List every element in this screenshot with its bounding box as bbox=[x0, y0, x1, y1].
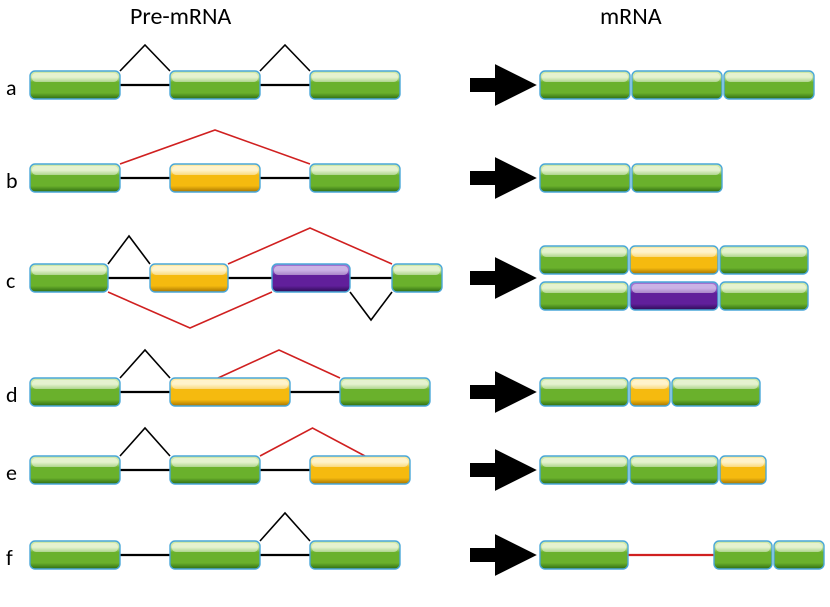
splice-path bbox=[120, 428, 170, 456]
mrna-exon bbox=[540, 541, 628, 569]
pre-exon bbox=[340, 378, 430, 406]
pre-exon bbox=[30, 164, 120, 192]
mrna-exon bbox=[720, 456, 766, 484]
splice-path bbox=[120, 130, 310, 164]
pre-exon bbox=[150, 264, 228, 292]
pre-exon bbox=[30, 378, 120, 406]
mrna-exon bbox=[630, 282, 718, 310]
mrna-product bbox=[540, 164, 722, 192]
row-label: f bbox=[6, 544, 13, 571]
mrna-exon bbox=[720, 282, 808, 310]
splice-path bbox=[350, 292, 392, 320]
row-d: d bbox=[6, 350, 760, 408]
mrna-exon bbox=[540, 164, 630, 192]
pre-exon bbox=[170, 378, 290, 406]
title-mrna: mRNA bbox=[600, 2, 662, 31]
mrna-product bbox=[540, 71, 814, 99]
splice-path bbox=[108, 236, 150, 264]
pre-exon bbox=[310, 541, 400, 569]
splice-path bbox=[218, 350, 340, 378]
title-pre-mrna: Pre-mRNA bbox=[130, 2, 231, 31]
splice-path bbox=[108, 292, 272, 328]
row-label: b bbox=[6, 167, 18, 194]
pre-exon bbox=[30, 71, 120, 99]
mrna-exon bbox=[672, 378, 760, 406]
pre-exon bbox=[392, 264, 442, 292]
mrna-exon bbox=[540, 456, 628, 484]
mrna-product bbox=[540, 456, 766, 484]
mrna-exon bbox=[714, 541, 772, 569]
row-e: e bbox=[6, 428, 766, 486]
pre-exon bbox=[30, 456, 120, 484]
row-c: c bbox=[6, 228, 808, 328]
pre-exon bbox=[310, 456, 410, 484]
row-f: f bbox=[6, 513, 824, 571]
mrna-exon bbox=[632, 164, 722, 192]
pre-mrna bbox=[30, 45, 400, 99]
splice-path bbox=[228, 228, 392, 264]
splicing-diagram: Pre-mRNA mRNA a b c d e f bbox=[0, 0, 830, 607]
splice-path bbox=[120, 350, 170, 378]
mrna-exon bbox=[540, 378, 628, 406]
pre-exon bbox=[272, 264, 350, 292]
row-a: a bbox=[6, 45, 814, 101]
mrna-exon bbox=[630, 378, 670, 406]
mrna-exon bbox=[632, 71, 722, 99]
pre-exon bbox=[170, 164, 260, 192]
pre-mrna bbox=[30, 228, 442, 328]
splice-path bbox=[260, 513, 310, 541]
pre-exon bbox=[310, 164, 400, 192]
mrna-exon bbox=[720, 246, 808, 274]
mrna-exon bbox=[630, 246, 718, 274]
row-b: b bbox=[6, 130, 722, 194]
pre-mrna bbox=[30, 428, 410, 484]
splice-path bbox=[260, 428, 365, 456]
pre-mrna bbox=[30, 513, 400, 569]
pre-exon bbox=[310, 71, 400, 99]
row-label: a bbox=[6, 74, 17, 101]
mrna-exon bbox=[774, 541, 824, 569]
pre-mrna bbox=[30, 350, 430, 406]
pre-exon bbox=[30, 541, 120, 569]
row-label: e bbox=[6, 459, 17, 486]
pre-exon bbox=[170, 541, 260, 569]
pre-mrna bbox=[30, 130, 400, 192]
mrna-product bbox=[540, 246, 808, 274]
row-label: d bbox=[6, 381, 18, 408]
pre-exon bbox=[170, 456, 260, 484]
mrna-product bbox=[540, 541, 824, 569]
splice-path bbox=[120, 45, 170, 71]
pre-exon bbox=[170, 71, 260, 99]
row-label: c bbox=[6, 267, 15, 294]
mrna-exon bbox=[630, 456, 718, 484]
mrna-exon bbox=[724, 71, 814, 99]
mrna-product bbox=[540, 378, 760, 406]
mrna-exon bbox=[540, 71, 630, 99]
mrna-product bbox=[540, 282, 808, 310]
pre-exon bbox=[30, 264, 108, 292]
splice-path bbox=[260, 45, 310, 71]
mrna-exon bbox=[540, 246, 628, 274]
mrna-exon bbox=[540, 282, 628, 310]
